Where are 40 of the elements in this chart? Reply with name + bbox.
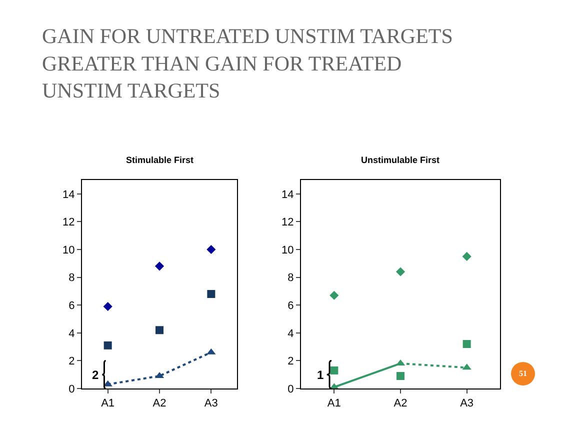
y-tick-label: 8 — [288, 272, 294, 284]
point — [396, 372, 404, 380]
y-tick-label: 0 — [288, 383, 294, 396]
y-tick-label: 6 — [68, 300, 75, 312]
y-tick-label: 2 — [288, 356, 294, 368]
point — [206, 244, 216, 254]
y-tick-label: 4 — [68, 328, 75, 340]
y-tick-label: 12 — [62, 216, 75, 229]
annotation: 1 — [317, 368, 324, 382]
point — [156, 326, 164, 334]
point — [462, 252, 472, 262]
point — [462, 340, 471, 348]
y-tick-label: 10 — [62, 244, 75, 256]
x-tick-label: A2 — [394, 398, 408, 410]
point — [330, 366, 338, 374]
x-tick-label: A2 — [152, 398, 166, 410]
point — [207, 290, 216, 298]
x-tick-label: A3 — [204, 398, 218, 410]
point — [104, 341, 112, 350]
y-tick-label: 6 — [288, 300, 294, 312]
y-tick-label: 2 — [68, 356, 75, 368]
annotation: 2 — [92, 368, 99, 382]
y-tick-label: 14 — [282, 188, 294, 201]
text: GAIN FOR UNTREATED UNSTIM TARGETS GREATER THAN GAIN FOR TREATED UNSTIM TARGETS — [42, 24, 453, 103]
y-tick-label: 14 — [62, 188, 75, 201]
y-tick-label: 12 — [282, 216, 294, 229]
point — [154, 262, 164, 271]
y-tick-label: 4 — [288, 328, 294, 340]
point — [103, 302, 112, 312]
chart-title: Unstimulable First — [361, 155, 440, 165]
point — [330, 290, 339, 300]
point — [396, 267, 406, 276]
x-tick-label: A1 — [327, 398, 341, 410]
y-tick-label: 0 — [68, 383, 75, 396]
text: 51 — [519, 369, 527, 378]
chart-title: Stimulable First — [126, 155, 194, 165]
x-tick-label: A3 — [460, 398, 474, 410]
y-tick-label: 8 — [68, 272, 75, 284]
x-tick-label: A1 — [101, 398, 115, 410]
y-tick-label: 10 — [282, 244, 294, 256]
